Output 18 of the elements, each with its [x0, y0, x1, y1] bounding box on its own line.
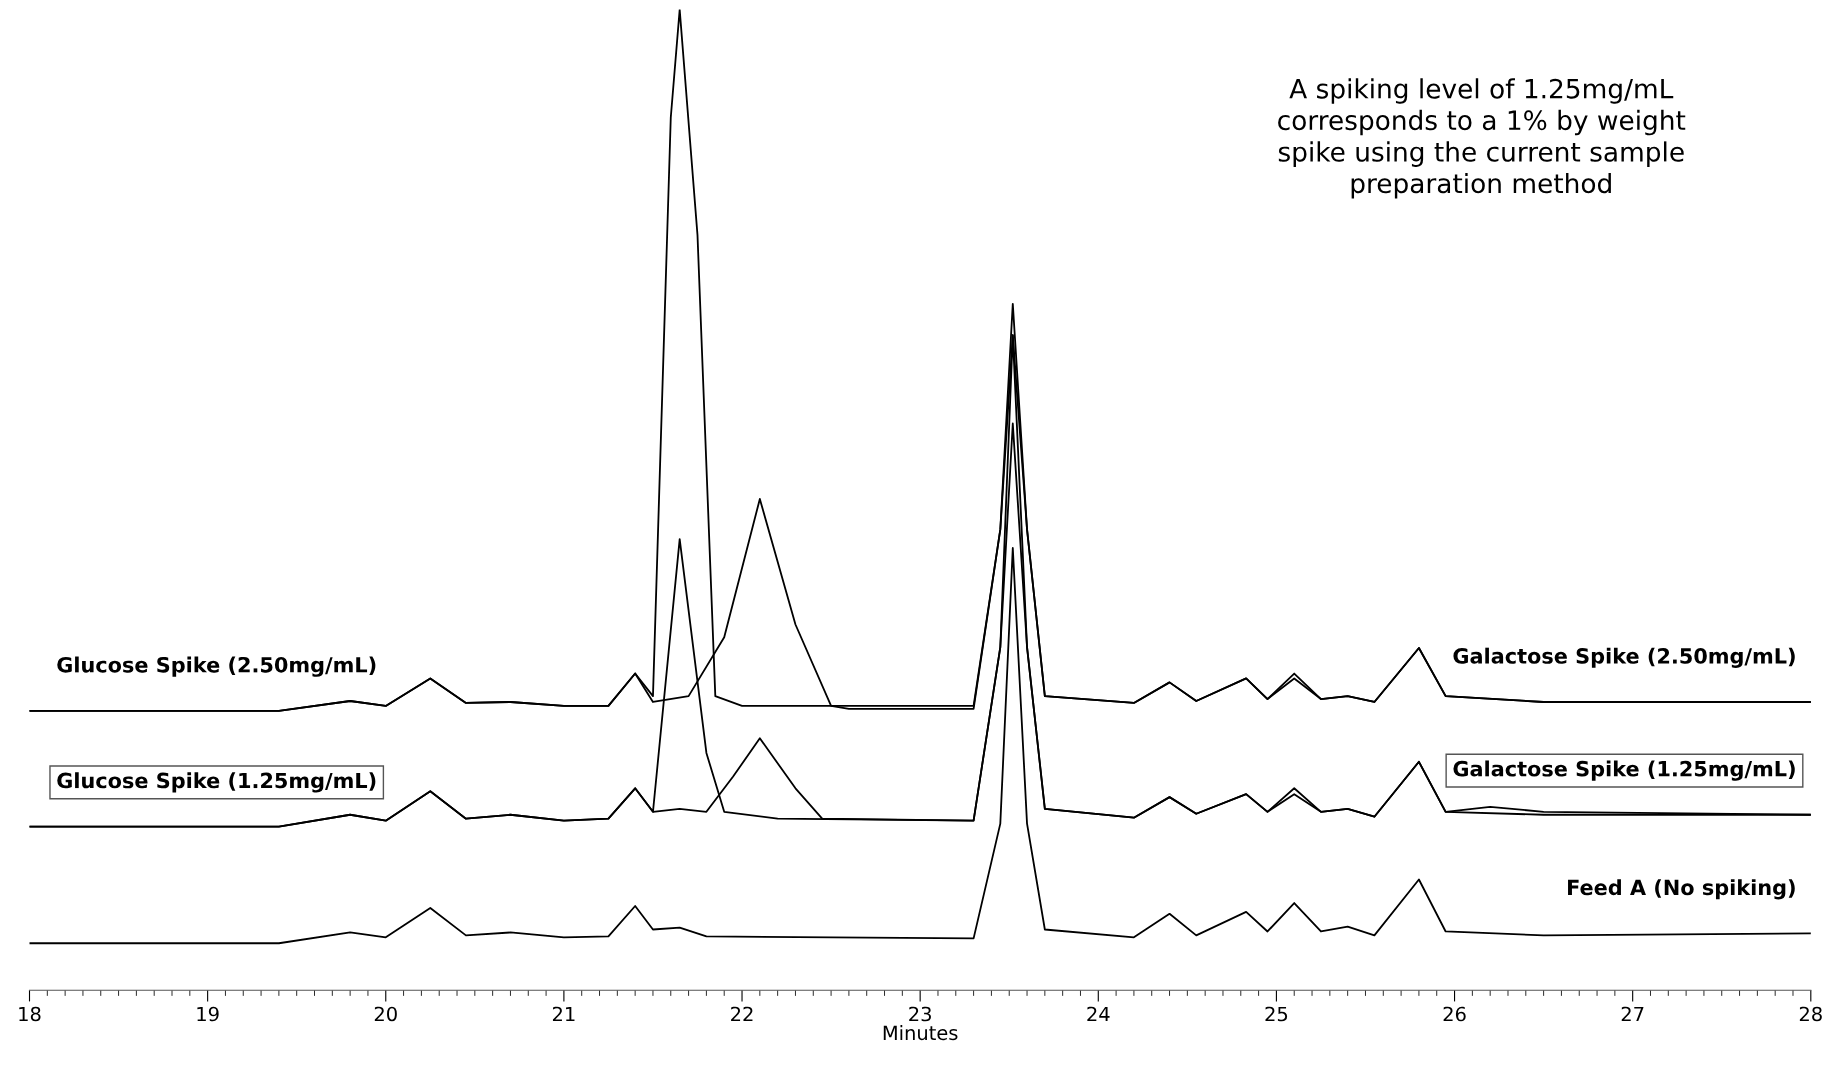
- x-tick-label: 22: [731, 1006, 753, 1022]
- x-axis-title: Minutes: [883, 1025, 958, 1041]
- series-label: Glucose Spike (1.25mg/mL): [57, 772, 376, 793]
- annotation: A spiking level of 1.25mg/mL corresponds to a 1% by weight spike using the current sample preparation method: [1278, 78, 1686, 199]
- x-tick-label: 26: [1443, 1006, 1466, 1022]
- x-tick-label: 27: [1621, 1006, 1644, 1022]
- series-label: Glucose Spike (2.50mg/mL): [57, 656, 376, 677]
- x-tick-label: 19: [197, 1006, 219, 1022]
- x-tick-label: 24: [1087, 1006, 1110, 1022]
- series-label: Galactose Spike (2.50mg/mL): [1453, 647, 1795, 669]
- x-tick-label: 25: [1265, 1006, 1288, 1022]
- x-tick-label: 23: [909, 1006, 931, 1022]
- x-tick-label: 20: [374, 1006, 397, 1022]
- x-tick-label: 28: [1799, 1006, 1822, 1022]
- x-tick-label: 18: [19, 1006, 41, 1022]
- series-label: Feed A (No spiking): [1568, 879, 1795, 900]
- x-tick-label: 21: [552, 1006, 575, 1022]
- series-label: Galactose Spike (1.25mg/mL): [1453, 760, 1795, 781]
